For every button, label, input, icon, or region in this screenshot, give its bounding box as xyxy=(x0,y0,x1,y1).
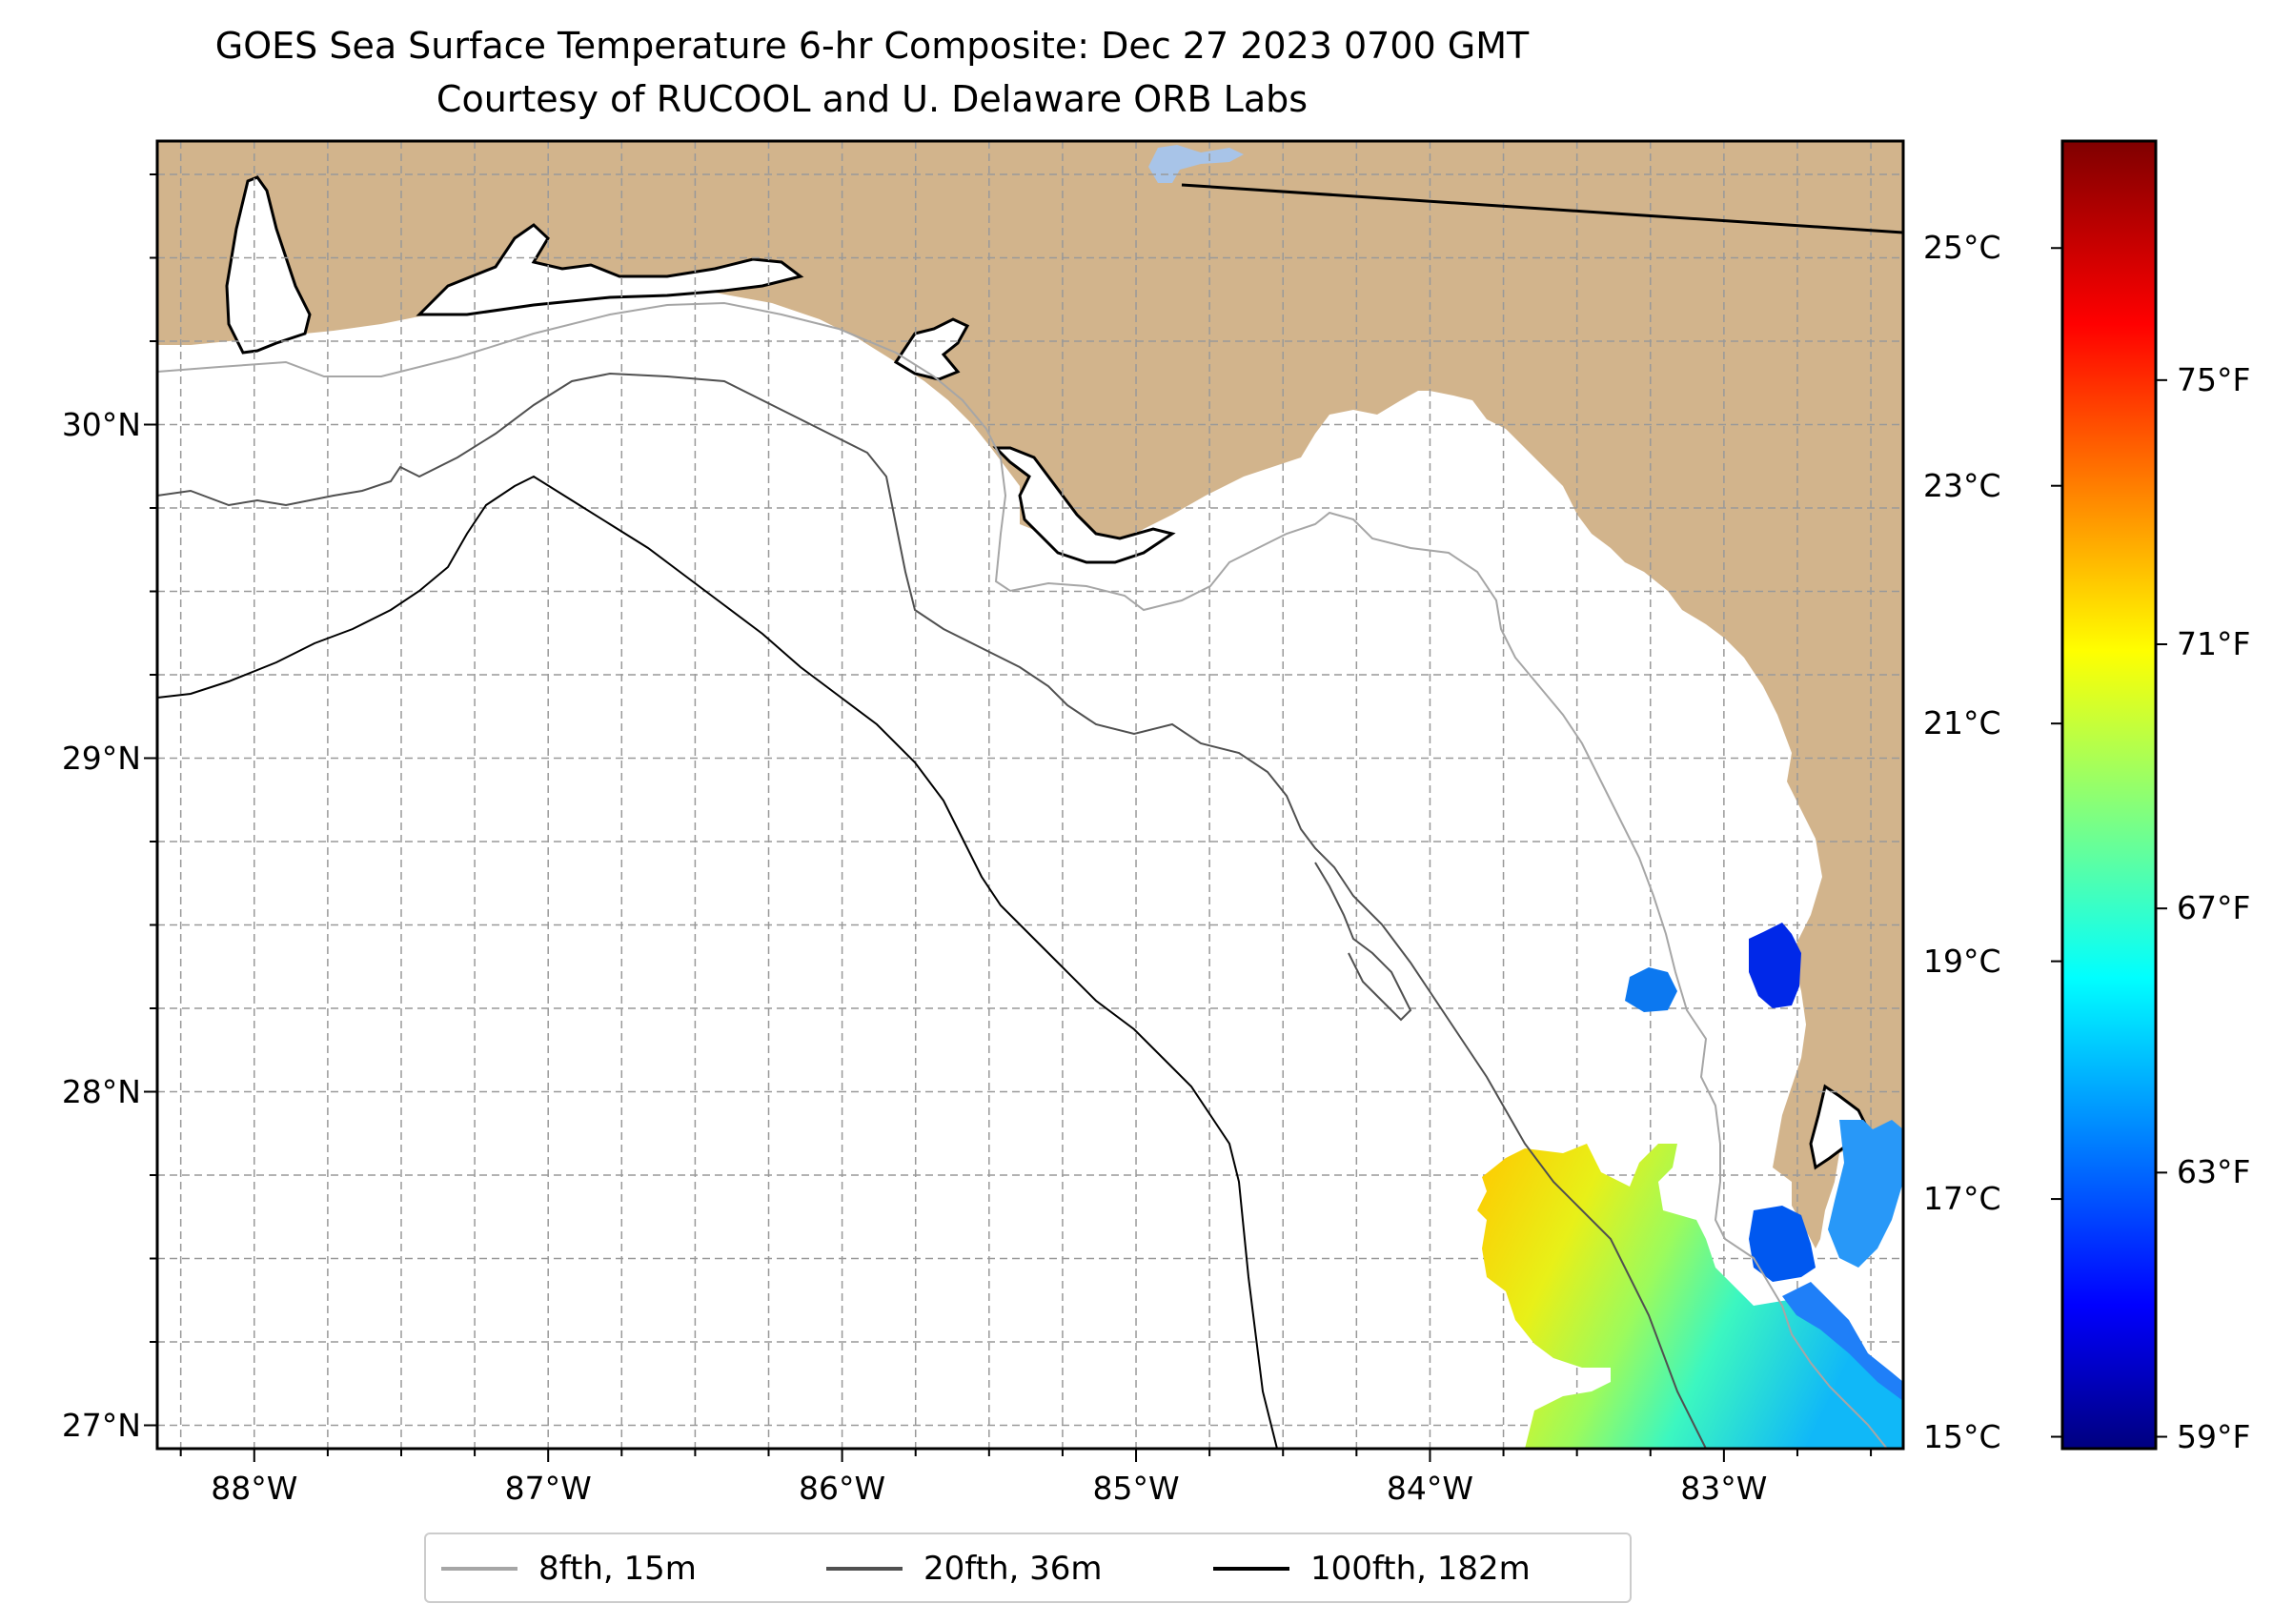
legend-label: 20fth, 36m xyxy=(923,1550,1103,1588)
lon-label-85w: 85°W xyxy=(1092,1470,1180,1507)
colorbar-label-c: 19°C xyxy=(1923,942,2001,980)
colorbar-label-f: 75°F xyxy=(2177,360,2251,398)
colorbar-label-c: 21°C xyxy=(1923,704,2001,742)
lon-label-86w: 86°W xyxy=(799,1470,886,1507)
state-border xyxy=(1181,183,1903,234)
lon-label-88w: 88°W xyxy=(211,1470,298,1507)
colorbar-label-c: 23°C xyxy=(1923,466,2001,504)
gridlines xyxy=(157,141,1903,1449)
colorbar-label-f: 71°F xyxy=(2177,625,2251,662)
sst-patch-south xyxy=(1477,1144,1903,1449)
colorbar-label-c: 15°C xyxy=(1923,1417,2001,1455)
map-frame xyxy=(155,139,1905,1451)
lon-ticks xyxy=(179,1449,1873,1462)
isobath-20fth-shoal xyxy=(1314,862,1412,1022)
sst-patch-blue-mid xyxy=(1625,967,1677,1012)
lon-label-84w: 84°W xyxy=(1386,1470,1473,1507)
colorbar xyxy=(2060,139,2158,1451)
colorbar-ticks xyxy=(2051,247,2167,1438)
lat-label-29n: 29°N xyxy=(61,739,141,777)
isobath-8fth xyxy=(157,301,1888,1449)
lon-label-87w: 87°W xyxy=(504,1470,592,1507)
land-mass xyxy=(157,141,1903,1248)
sst-patch-tampa-bay xyxy=(1828,1120,1903,1268)
lat-label-28n: 28°N xyxy=(61,1072,141,1110)
lat-label-30n: 30°N xyxy=(61,405,141,443)
pensacola-bay xyxy=(416,223,804,316)
lat-ticks xyxy=(144,173,157,1427)
legend-label: 8fth, 15m xyxy=(538,1550,697,1588)
isobath-legend: 8fth, 15m 20fth, 36m 100fth, 182m xyxy=(424,1533,1632,1603)
lake xyxy=(1148,145,1244,183)
sst-patch-coastal xyxy=(1782,1282,1903,1401)
colorbar-label-f: 63°F xyxy=(2177,1153,2251,1191)
lon-label-83w: 83°W xyxy=(1680,1470,1768,1507)
mobile-bay xyxy=(225,175,312,355)
legend-swatch xyxy=(1213,1567,1289,1571)
tampa-bay xyxy=(1809,1084,1870,1170)
colorbar-label-f: 59°F xyxy=(2177,1417,2251,1455)
chart-title: GOES Sea Surface Temperature 6-hr Compos… xyxy=(214,25,1530,67)
legend-item-100fth: 100fth, 182m xyxy=(1213,1548,1531,1590)
colorbar-label-c: 25°C xyxy=(1923,229,2001,267)
legend-swatch xyxy=(441,1567,517,1571)
lat-label-27n: 27°N xyxy=(61,1406,141,1444)
colorbar-label-c: 17°C xyxy=(1923,1180,2001,1218)
colorbar-label-f: 67°F xyxy=(2177,889,2251,927)
sst-patch-tampa-offshore xyxy=(1749,1206,1816,1282)
legend-item-8fth: 8fth, 15m xyxy=(441,1548,697,1590)
legend-label: 100fth, 182m xyxy=(1310,1550,1531,1588)
chart-subtitle: Courtesy of RUCOOL and U. Delaware ORB L… xyxy=(436,78,1309,120)
isobath-20fth xyxy=(157,372,1707,1449)
isobath-100fth xyxy=(157,475,1278,1449)
sst-patch-blue-north xyxy=(1749,923,1801,1008)
legend-item-20fth: 20fth, 36m xyxy=(826,1548,1103,1590)
legend-swatch xyxy=(826,1567,903,1571)
